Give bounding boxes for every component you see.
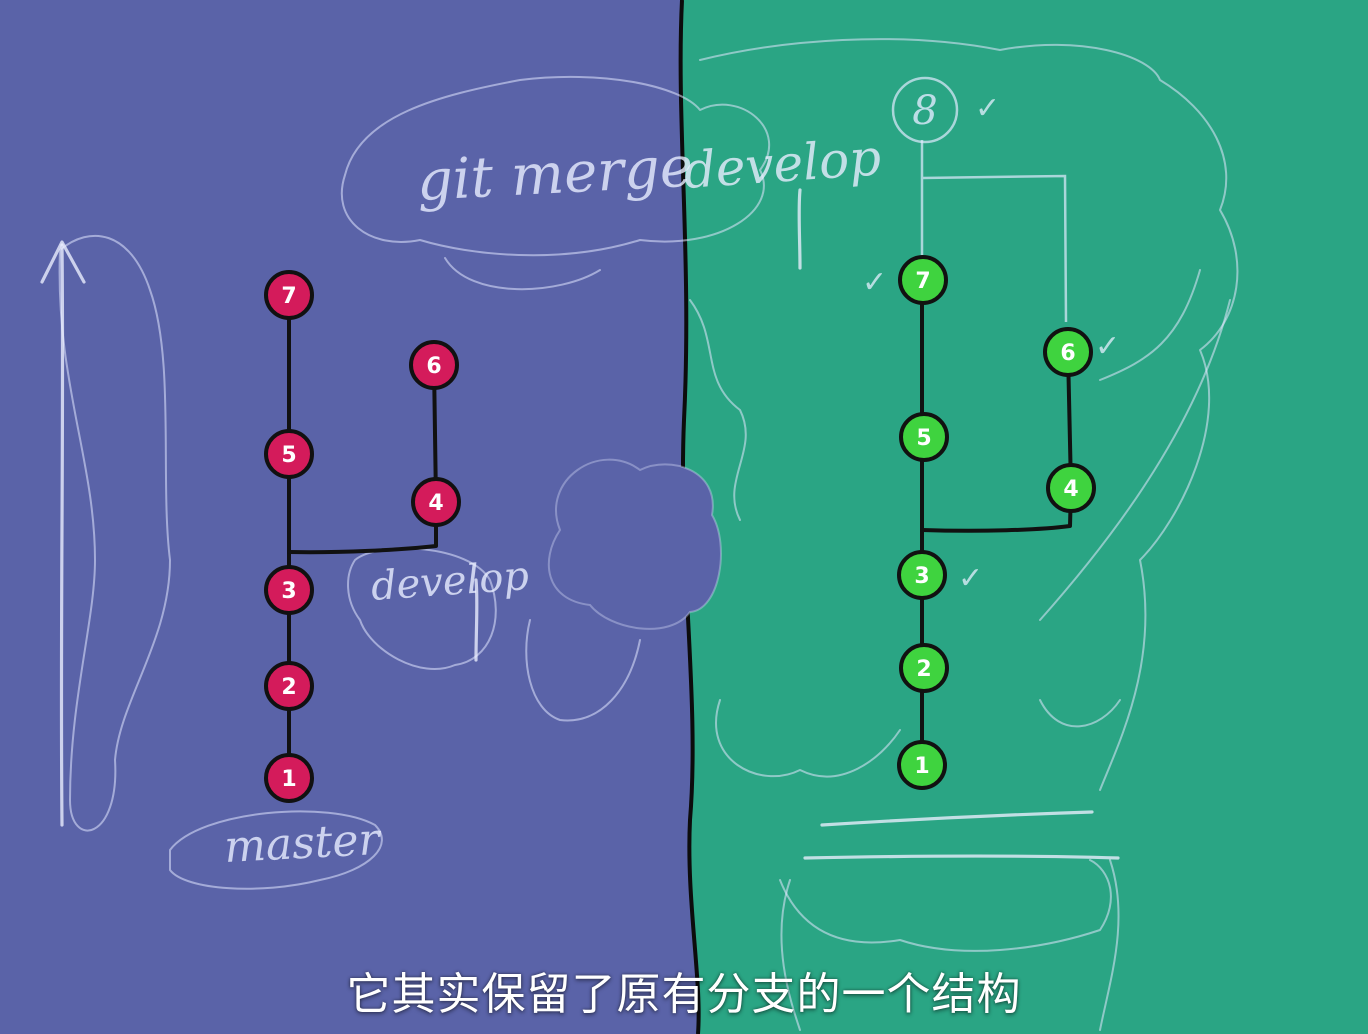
left-commit-2: 2 [264,661,314,711]
right-commit-6: 6 [1043,327,1093,377]
left-commit-1-label: 1 [281,767,296,792]
master-label: master [223,814,384,873]
right-commit-1: 1 [897,740,947,790]
check-commit-3: ✓ [958,561,983,596]
right-commit-7: 7 [898,255,948,305]
right-commit-2-label: 2 [916,657,931,682]
right-commit-3-label: 3 [914,564,929,589]
left-branch-label: develop [369,553,530,610]
right-commit-1-label: 1 [914,754,929,779]
cloud-mid [547,458,722,630]
right-commit-4-label: 4 [1063,477,1078,502]
left-commit-3-label: 3 [281,579,296,604]
left-commit-4-label: 4 [428,491,443,516]
left-commit-5: 5 [264,429,314,479]
left-commit-3: 3 [264,565,314,615]
right-panel [680,0,1368,1034]
left-commit-2-label: 2 [281,675,296,700]
command-part2: develop [682,128,883,200]
left-commit-5-label: 5 [281,443,296,468]
left-commit-6: 6 [409,340,459,390]
right-commit-4: 4 [1046,463,1096,513]
right-commit-2: 2 [899,643,949,693]
right-commit-7-label: 7 [915,269,930,294]
check-commit-6: ✓ [1095,329,1120,364]
right-commit-8-outline [891,76,959,144]
right-commit-5: 5 [899,412,949,462]
right-commit-8-label: 8 [912,88,937,134]
check-commit-7: ✓ [862,265,887,300]
left-commit-4: 4 [411,477,461,527]
left-commit-7: 7 [264,270,314,320]
left-commit-1: 1 [264,753,314,803]
command-part1: git merge [415,135,694,214]
left-commit-7-label: 7 [281,284,296,309]
right-commit-5-label: 5 [916,426,931,451]
background-sketches [40,38,1239,1031]
right-commit-graph: 1 2 3 4 5 6 7 8 ✓ ✓ ✓ ✓ [862,76,1120,790]
right-commit-6-label: 6 [1060,341,1075,366]
video-subtitle: 它其实保留了原有分支的一个结构 [346,969,1022,1020]
left-commit-graph: 1 2 3 4 5 6 7 [264,270,461,803]
left-commit-6-label: 6 [426,354,441,379]
check-commit-8: ✓ [975,91,1000,126]
right-commit-3: 3 [897,550,947,600]
